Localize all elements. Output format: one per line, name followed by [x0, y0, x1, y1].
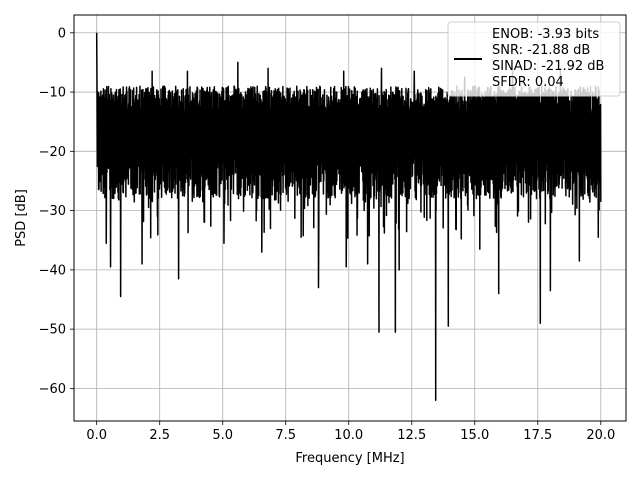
psd-line: [95, 32, 602, 402]
x-tick-label: 17.5: [523, 428, 552, 443]
legend-enob: ENOB: -3.93 bits: [492, 27, 599, 42]
x-tick-label: 0.0: [86, 428, 107, 443]
legend-snr: SNR: -21.88 dB: [492, 43, 590, 58]
legend: ENOB: -3.93 bits SNR: -21.88 dB SINAD: -…: [447, 21, 621, 97]
y-axis-ticks: 0 −10 −20 −30 −40 −50 −60: [39, 26, 74, 397]
x-tick-label: 7.5: [275, 428, 296, 443]
x-axis-label: Frequency [MHz]: [295, 451, 404, 466]
psd-series: [95, 32, 602, 402]
y-tick-label: −50: [39, 323, 66, 338]
x-tick-label: 20.0: [586, 428, 615, 443]
y-tick-label: −20: [39, 145, 66, 160]
plot-area-frame: [73, 14, 627, 422]
legend-sfdr: SFDR: 0.04: [492, 75, 564, 90]
y-tick-label: −40: [39, 263, 66, 278]
x-axis-ticks: 0.0 2.5 5.0 7.5 10.0 12.5 15.0 17.5 20.0: [86, 421, 615, 443]
y-tick-label: −10: [39, 86, 66, 101]
y-tick-label: −60: [39, 382, 66, 397]
x-tick-label: 5.0: [212, 428, 233, 443]
y-tick-label: −30: [39, 204, 66, 219]
x-tick-label: 10.0: [334, 428, 363, 443]
legend-sinad: SINAD: -21.92 dB: [492, 59, 604, 74]
y-axis-label: PSD [dB]: [14, 189, 29, 247]
x-tick-label: 12.5: [397, 428, 426, 443]
x-tick-label: 2.5: [149, 428, 170, 443]
x-tick-label: 15.0: [460, 428, 489, 443]
y-tick-label: 0: [58, 26, 66, 41]
legend-box: [447, 21, 621, 97]
